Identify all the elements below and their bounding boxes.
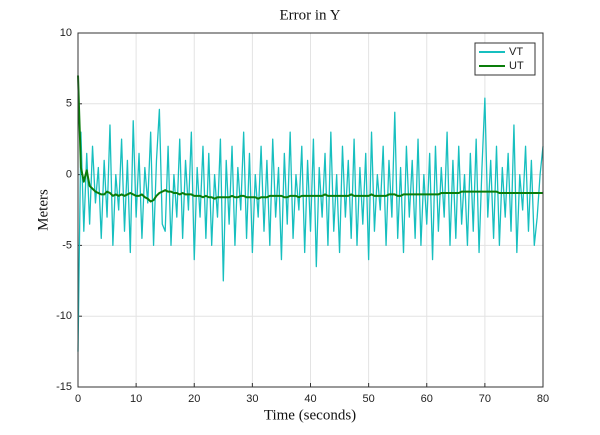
x-tick-label: 10 (130, 393, 142, 405)
plot-border (77, 32, 544, 388)
y-tick-label: -10 (56, 310, 72, 322)
x-tick-label: 30 (246, 393, 258, 405)
x-tick-label: 80 (537, 393, 549, 405)
y-tick-label: 0 (66, 169, 72, 181)
x-tick-label: 20 (188, 393, 200, 405)
y-tick-label: -15 (56, 381, 72, 393)
series-line (77, 75, 543, 203)
y-axis-label: Meters (35, 189, 51, 231)
legend-label: UT (509, 60, 524, 72)
legend-box (474, 42, 536, 76)
x-tick-label: 40 (304, 393, 316, 405)
x-tick-label: 0 (75, 393, 81, 405)
y-tick-label: 5 (66, 98, 72, 110)
legend-label: VT (509, 46, 523, 58)
x-tick-label: 50 (363, 393, 375, 405)
y-tick-label: -5 (62, 239, 72, 251)
chart-title: Error in Y (279, 7, 340, 23)
x-axis-label: Time (seconds) (264, 407, 356, 423)
x-tick-label: 60 (421, 393, 433, 405)
series-line (77, 97, 544, 352)
y-tick-label: 10 (60, 27, 72, 39)
x-tick-label: 70 (479, 393, 491, 405)
